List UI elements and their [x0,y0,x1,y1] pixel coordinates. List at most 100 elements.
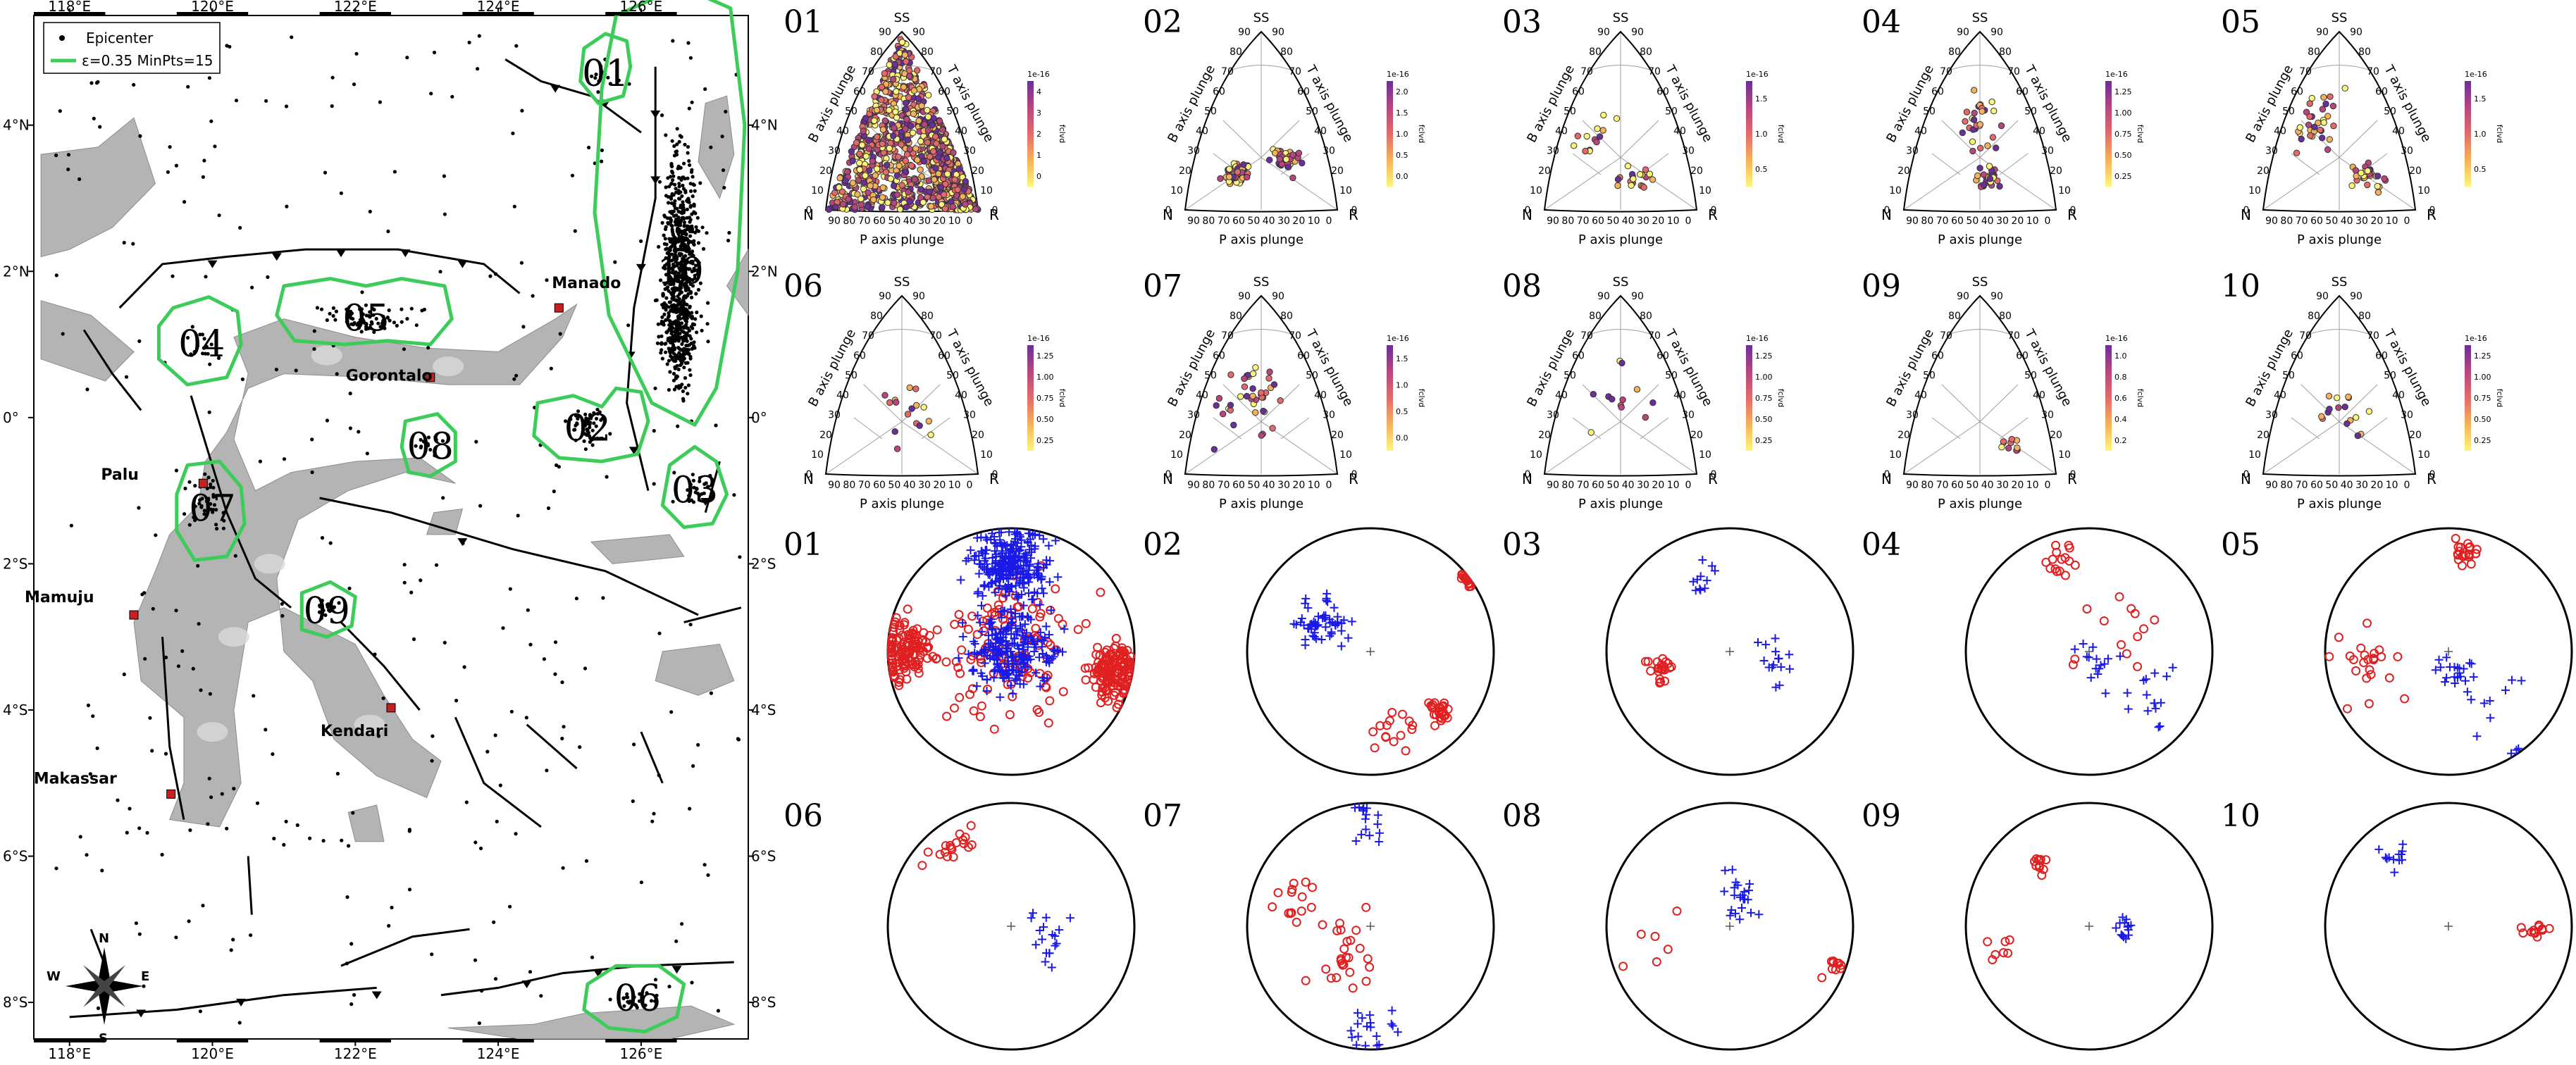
ternary-point-07-20 [1269,425,1276,432]
t-axis-point-01-460 [1002,647,1011,656]
epicenter-point-19 [701,247,706,251]
ternary-p-axis-label-08: P axis plunge [1578,497,1663,511]
t-axis-point-01-428 [988,529,996,538]
ternary-right-tick-07-3: 30 [1323,410,1335,421]
epicenter-point-1342 [351,811,355,815]
epicenter-point-1003 [635,1005,639,1010]
stereonet-label-03: 03 [1502,527,1542,563]
epicenter-point-678 [685,314,689,318]
epicenter-point-1121 [234,99,239,103]
epicenter-point-511 [665,362,669,366]
t-axis-point-01-288 [1060,625,1069,634]
ternary-point-03-27 [1600,111,1607,119]
epicenter-point-926 [211,478,215,483]
ternary-point-01-1264 [972,206,979,213]
ternary-point-03-6 [1594,125,1601,132]
epicenter-point-687 [679,385,683,390]
ternary-bottom-tick-10-5: 50 [2325,480,2338,491]
epicenter-point-963 [214,508,218,512]
ternary-point-01-1380 [932,165,939,172]
epicenter-point-1348 [509,709,514,714]
epicenter-point-807 [595,407,600,411]
epicenter-point-227 [659,278,663,282]
epicenter-point-1033 [433,447,438,451]
ternary-bottom-tick-07-1: 10 [1308,480,1320,491]
ternary-left-tick-04-2: 20 [1897,166,1910,177]
p-axis-point-01-309 [955,692,965,702]
t-axis-point-01-328 [974,569,984,578]
ternary-point-01-1397 [896,162,903,170]
t-axis-point-01-310 [970,648,979,657]
epicenter-point-839 [588,425,592,430]
ternary-point-05-60 [2358,169,2365,177]
t-axis-point-01-475 [997,549,1006,558]
trench-tooth-6 [550,85,561,93]
p-axis-point-03-3 [1643,656,1653,666]
p-axis-point-01-66 [955,668,965,678]
epicenter-point-1082 [137,932,142,936]
ternary-point-01-1188 [853,139,860,147]
epicenter-point-176 [683,385,688,390]
epicenter-point-595 [694,225,698,229]
epicenter-point-994 [652,999,657,1003]
ternary-point-06-15 [893,445,901,452]
t-axis-point-03-18 [1759,656,1769,665]
ternary-grid-line-06-1 [825,421,903,475]
epicenter-point-889 [345,307,349,311]
epicenter-point-13 [700,328,704,332]
t-axis-point-01-421 [1020,620,1029,629]
epicenter-point-1115 [631,799,635,804]
epicenter-point-1216 [627,82,631,86]
ternary-left-tick-03-7: 70 [1580,66,1593,77]
epicenter-point-73 [674,187,678,191]
epicenter-point-1363 [373,652,377,656]
epicenter-point-290 [686,224,691,228]
lat-label-right-4: 4°S [751,702,776,718]
epicenter-point-980 [706,485,710,489]
ternary-point-01-1322 [891,61,898,68]
p-axis-point-02-1 [1375,721,1385,730]
ternary-point-05-44 [2311,123,2318,131]
ternary-left-tick-09-8: 80 [1948,311,1961,322]
epicenter-point-1219 [474,440,478,444]
ternary-n-field-03 [1572,153,1602,175]
epicenter-point-989 [643,1003,648,1007]
t-axis-point-01-422 [1015,546,1024,555]
epicenter-point-1066 [204,344,209,349]
t-axis-point-01-351 [982,675,991,685]
p-axis-point-01-153 [1091,683,1101,692]
ternary-point-10-6 [2334,394,2341,401]
t-axis-point-02-43 [1304,624,1313,633]
ternary-corner-n-10: N [2241,471,2251,487]
epicenter-point-1084 [197,622,201,626]
epicenter-point-1243 [652,482,656,486]
ternary-left-tick-09-4: 40 [1914,390,1927,401]
epicenter-point-774 [668,320,672,324]
colorbar-tick-05-0: 0.5 [2474,165,2487,174]
land-mass-1 [40,117,156,258]
ternary-left-tick-01-0: 0 [806,205,812,216]
epicenter-point-756 [660,319,664,324]
ternary-left-tick-07-1: 10 [1170,449,1183,461]
epicenter-point-575 [676,226,680,230]
lat-label-right-3: 2°S [751,555,776,572]
epicenter-point-1133 [233,554,237,558]
ternary-point-10-11 [2353,414,2360,421]
ternary-left-tick-08-6: 60 [1572,350,1585,361]
epicenter-point-1217 [560,736,564,741]
epicenter-point-1304 [528,970,533,974]
epicenter-point-944 [187,523,192,527]
epicenter-point-943 [221,511,225,515]
ternary-left-tick-08-9: 90 [1597,291,1610,302]
epicenter-point-1206 [348,426,352,430]
ternary-point-04-54 [1986,163,1993,170]
epicenter-point-836 [569,417,573,421]
ternary-point-01-1364 [944,170,951,178]
epicenter-point-671 [686,310,691,314]
epicenter-point-1361 [512,204,516,208]
colorbar-10 [2465,345,2471,451]
ternary-point-01-1371 [865,145,873,152]
ternary-left-tick-05-6: 60 [2291,86,2303,97]
t-axis-point-01-366 [1019,561,1028,571]
